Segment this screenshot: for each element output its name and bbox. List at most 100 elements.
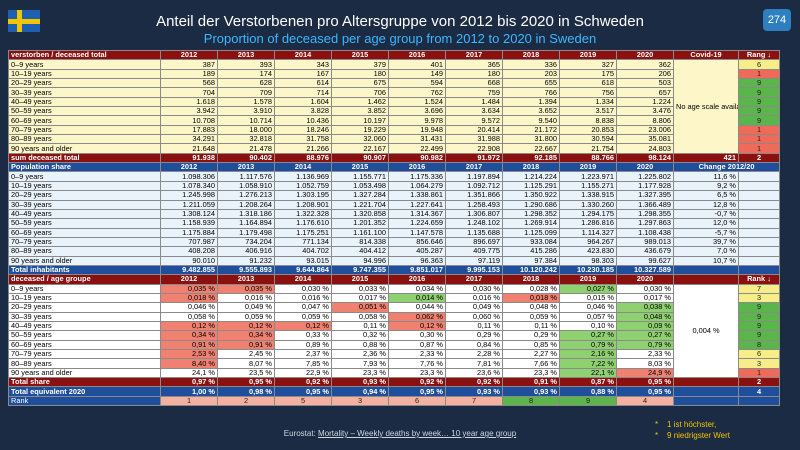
deceased-value: 1.394	[502, 96, 560, 108]
change-value: 12,8 %	[673, 199, 739, 210]
total-equiv-value: 0,98 %	[217, 386, 275, 397]
population-value: 1.338.861	[388, 190, 446, 201]
share-value: 22,1 %	[559, 367, 617, 379]
population-value: 1.294.175	[559, 208, 617, 220]
population-value: 1.298.355	[616, 208, 674, 220]
total-value: 0,87 %	[559, 377, 617, 388]
share-value: 2,33 %	[616, 348, 674, 360]
deceased-value: 189	[160, 68, 218, 80]
deceased-value: 180	[445, 68, 503, 80]
population-value: 1.117.576	[217, 171, 275, 182]
deceased-value: 614	[274, 78, 332, 89]
deceased-total-row: sum deceased total 91.938 90.402 88.976 90.9…	[8, 152, 780, 164]
share-value: 0,85 %	[502, 339, 560, 351]
population-value: 1.098.306	[160, 171, 218, 182]
population-value: 1.058.910	[217, 180, 275, 192]
population-value: 964.267	[559, 236, 617, 248]
population-value: 1.258.493	[445, 199, 503, 210]
change-value: 12,0 %	[673, 218, 739, 229]
age-group-label: 20–29 years	[8, 78, 161, 89]
share-value: 0,046 %	[160, 302, 218, 313]
deceased-value: 10.197	[331, 115, 389, 126]
population-value: 1.114.327	[559, 227, 617, 238]
year-header: 2016	[388, 162, 446, 173]
age-group-label: 80–89 years	[8, 358, 161, 369]
deceased-value: 21.172	[502, 124, 560, 136]
population-value: 1.351.866	[445, 190, 503, 201]
rank-value: 9	[738, 302, 780, 313]
share-value: 0,88 %	[331, 339, 389, 351]
year-header: 2016	[388, 274, 446, 285]
share-value: 24,9 %	[616, 367, 674, 379]
note-line-1: 1 ist höchster,	[667, 420, 717, 429]
share-value: 0,11 %	[331, 320, 389, 332]
deceased-value: 3.910	[217, 106, 275, 117]
year-header: 2017	[445, 274, 503, 285]
total-label: sum deceased total	[8, 152, 161, 164]
deceased-value: 618	[559, 78, 617, 89]
deceased-value: 3.828	[274, 106, 332, 117]
share-value: 0,049 %	[217, 302, 275, 313]
share-value: 23,6 %	[445, 367, 503, 379]
share-value: 0,87 %	[388, 339, 446, 351]
deceased-row: 20–29 years 568 628 614 675 594 668 655 618 503 9	[8, 78, 780, 89]
share-value: 0,018 %	[160, 292, 218, 304]
share-value: 7,22 %	[559, 358, 617, 369]
deceased-value: 3.696	[388, 106, 446, 117]
deceased-value: 1.484	[445, 96, 503, 108]
total-equiv-value: 0,88 %	[559, 386, 617, 397]
total-value: 9.747.355	[331, 264, 389, 276]
deceased-value: 343	[274, 59, 332, 70]
blank-cell	[673, 386, 739, 397]
population-value: 707.987	[160, 236, 218, 248]
population-value: 1.298.352	[502, 208, 560, 220]
note-star-2: *	[655, 431, 659, 440]
deceased-value: 149	[388, 68, 446, 80]
total-value: 10.327.589	[616, 264, 674, 276]
population-value: 814.338	[331, 236, 389, 248]
share-value: 0,33 %	[274, 330, 332, 341]
rank-row-value: 6	[388, 395, 446, 407]
deceased-value: 23.006	[616, 124, 674, 136]
population-value: 1.290.686	[502, 199, 560, 210]
page-title: Anteil der Verstorbenen pro Altersgruppe…	[156, 13, 644, 30]
deceased-value: 657	[616, 87, 674, 98]
deceased-value: 22.908	[445, 143, 503, 154]
share-row: 10–19 years 0,018 % 0,016 % 0,016 % 0,017 % 0…	[8, 292, 780, 304]
share-value: 0,12 %	[388, 320, 446, 332]
population-value: 1.158.939	[160, 218, 218, 229]
rank-value: 6	[738, 59, 780, 70]
population-value: 90.010	[160, 255, 218, 266]
blank-cell	[738, 236, 780, 248]
age-group-label: 60–69 years	[8, 227, 161, 238]
rank-value: 9	[738, 96, 780, 108]
share-value: 0,034 %	[388, 283, 446, 294]
source-link[interactable]: Mortality – Weekly deaths by week… 10 ye…	[318, 429, 517, 438]
deceased-header-label: verstorben / deceased total	[8, 49, 161, 61]
population-row: 90 years and older 90.010 91.232 93.015 94.9…	[8, 255, 780, 266]
share-value: 0,035 %	[217, 283, 275, 294]
share-value: 0,017 %	[616, 292, 674, 304]
year-header: 2016	[388, 49, 446, 61]
total-equiv-value: 0,95 %	[388, 386, 446, 397]
age-group-label: 60–69 years	[8, 339, 161, 351]
rank-value: 1	[738, 124, 780, 136]
population-value: 1.227.641	[388, 199, 446, 210]
change-value: -0,7 %	[673, 208, 739, 220]
share-row: 90 years and older 24,1 % 23,5 % 22,9 % 23,3…	[8, 367, 780, 379]
share-value: 0,051 %	[331, 302, 389, 313]
total-value: 10.230.185	[559, 264, 617, 276]
deceased-value: 22.667	[502, 143, 560, 154]
year-header: 2012	[160, 162, 218, 173]
population-value: 1.176.610	[274, 218, 332, 229]
share-value: 0,048 %	[616, 311, 674, 322]
rank-value: 1	[738, 134, 780, 145]
blank-cell	[673, 377, 739, 388]
deceased-value: 1.462	[331, 96, 389, 108]
rank-row-value: 2	[217, 395, 275, 407]
deceased-value: 8.838	[559, 115, 617, 126]
population-value: 1.327.395	[616, 190, 674, 201]
population-value: 408.208	[160, 246, 218, 257]
share-value: 0,033 %	[331, 283, 389, 294]
population-header-label: Population share	[8, 162, 161, 173]
